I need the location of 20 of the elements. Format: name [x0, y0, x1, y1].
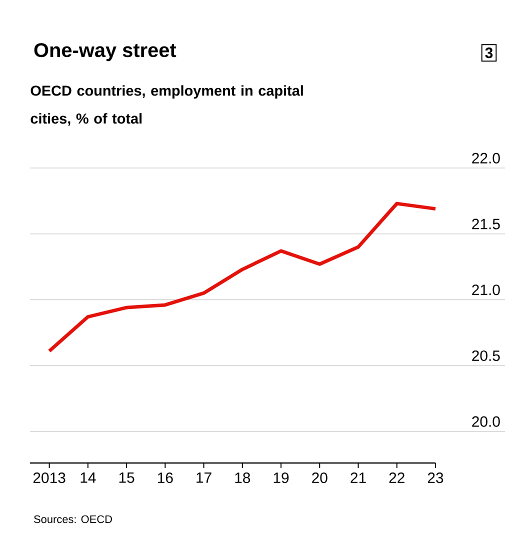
y-tick-label: 21.5 — [472, 218, 500, 230]
x-tick-label: 16 — [158, 472, 173, 484]
x-tick-label: 2013 — [33, 472, 66, 484]
y-tick-label: 21.0 — [472, 284, 500, 296]
x-tick-label: 19 — [274, 472, 289, 484]
text: 3 — [485, 48, 493, 58]
source-note: Sources: OECD — [34, 515, 112, 524]
x-tick-label: 14 — [80, 472, 96, 483]
x-tick-label: 15 — [119, 472, 134, 483]
x-tick-label: 20 — [312, 472, 328, 484]
x-tick-label: 23 — [428, 472, 444, 484]
x-tick-label: 18 — [235, 472, 250, 484]
x-tick-label: 22 — [389, 472, 404, 483]
chart-title: One-way street — [34, 43, 176, 62]
x-tick-label: 17 — [196, 472, 212, 483]
x-tick-label: 21 — [350, 472, 366, 483]
y-tick-label: 20.5 — [472, 350, 500, 362]
y-tick-label: 22.0 — [472, 152, 500, 164]
chart-subtitle: OECD countries, employment in capital cities, % of total — [30, 85, 303, 126]
y-tick-label: 20.0 — [472, 416, 500, 427]
